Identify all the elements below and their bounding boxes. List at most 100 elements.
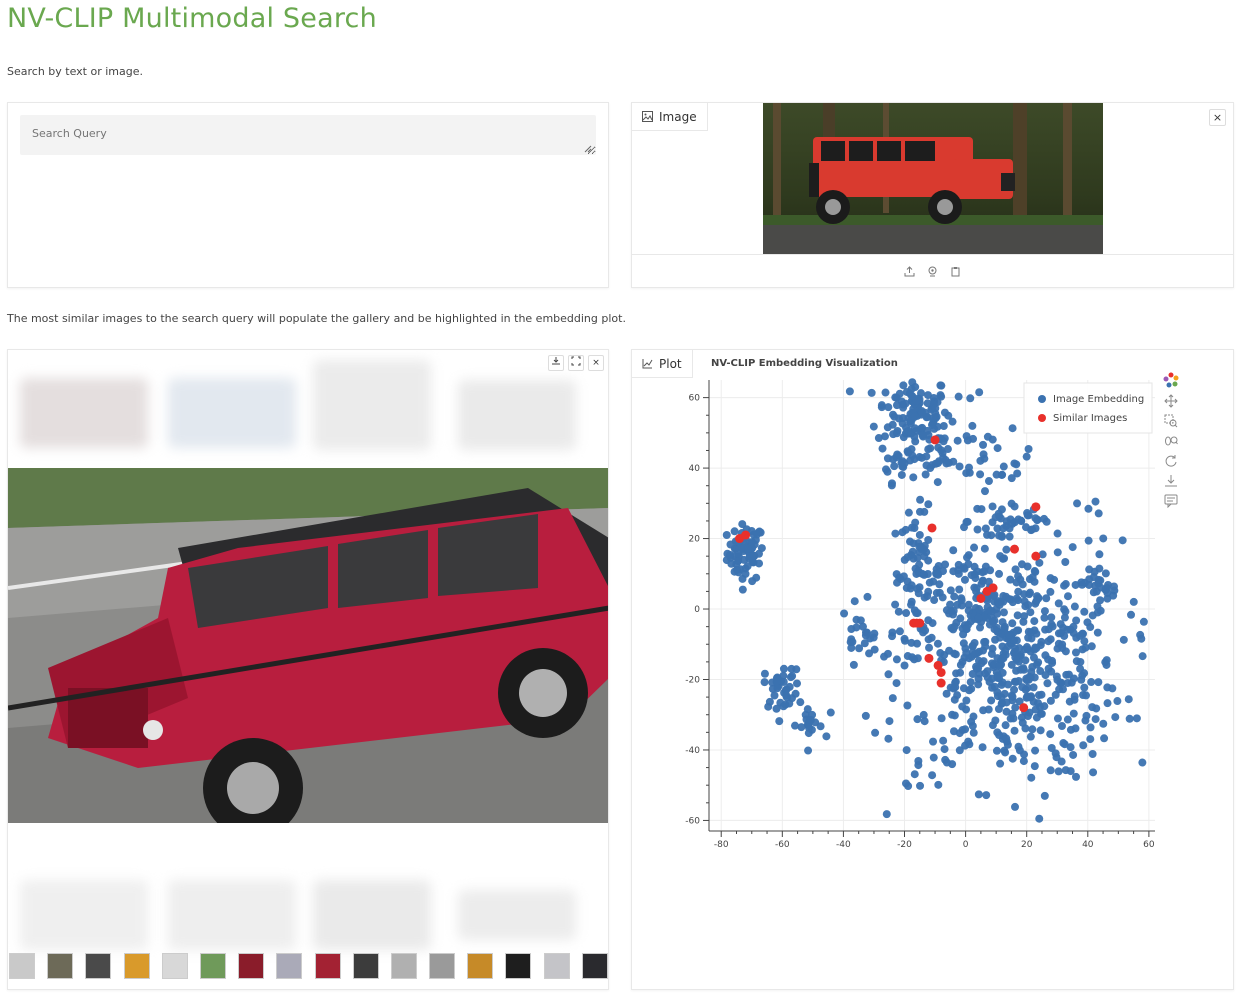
embedding-point — [1035, 814, 1044, 823]
embedding-point — [934, 780, 943, 789]
box-zoom-icon[interactable] — [1164, 414, 1178, 428]
bokeh-logo-icon[interactable] — [1163, 372, 1179, 388]
embedding-point — [869, 422, 878, 431]
embedding-point — [816, 722, 825, 731]
gallery-grid-background — [8, 350, 608, 989]
embedding-point — [1066, 743, 1075, 752]
embedding-point — [741, 569, 750, 578]
embedding-point — [945, 646, 954, 655]
image-clear-button[interactable]: × — [1209, 109, 1226, 126]
embedding-point — [988, 435, 997, 444]
gallery-close-button[interactable]: × — [588, 355, 604, 371]
embedding-point — [919, 710, 928, 719]
embedding-point — [1020, 750, 1029, 759]
embedding-scatter-plot[interactable]: -80 -60 -40 -20 0 20 40 60 60 40 20 0 -20 -40 -60 Image… — [632, 350, 1235, 991]
wheel-zoom-icon[interactable] — [1164, 434, 1178, 448]
download-icon[interactable] — [548, 355, 564, 371]
save-icon[interactable] — [1164, 474, 1178, 488]
embedding-point — [980, 544, 989, 553]
embedding-point — [822, 732, 831, 741]
embedding-point — [1063, 715, 1072, 724]
gallery-thumbnail[interactable] — [314, 953, 341, 979]
embedding-point — [927, 633, 936, 642]
embedding-point — [1014, 742, 1023, 751]
embedding-point — [1095, 550, 1104, 559]
embedding-point — [1068, 543, 1077, 552]
embedding-point — [884, 734, 893, 743]
embedding-point — [1015, 697, 1024, 706]
embedding-point — [727, 559, 736, 568]
embedding-point — [1082, 691, 1091, 700]
embedding-point — [981, 637, 990, 646]
embedding-point — [954, 392, 963, 401]
embedding-point — [1038, 550, 1047, 559]
image-label: Image — [659, 109, 697, 124]
embedding-point — [1002, 545, 1011, 554]
embedding-point — [940, 745, 949, 754]
gallery-thumbnail[interactable] — [199, 953, 226, 979]
embedding-point — [1022, 693, 1031, 702]
embedding-point — [993, 524, 1002, 533]
embedding-point — [847, 625, 856, 634]
embedding-point — [1052, 753, 1061, 762]
embedding-point — [1028, 525, 1037, 534]
clipboard-icon[interactable] — [950, 266, 961, 277]
gallery-thumbnail[interactable] — [161, 953, 188, 979]
embedding-point — [1113, 697, 1122, 706]
gallery-thumbnail[interactable] — [276, 953, 303, 979]
embedding-point — [942, 689, 951, 698]
gallery-thumbnail[interactable] — [9, 953, 35, 979]
webcam-icon[interactable] — [927, 266, 938, 277]
embedding-point — [974, 663, 983, 672]
gallery-thumbnail[interactable] — [47, 953, 74, 979]
embedding-point — [1061, 607, 1070, 616]
embedding-point — [1047, 743, 1056, 752]
embedding-point — [956, 668, 965, 677]
similar-image-point — [1031, 551, 1041, 561]
embedding-point — [792, 665, 801, 674]
embedding-point — [1080, 683, 1089, 692]
fullscreen-icon[interactable] — [568, 355, 584, 371]
gallery-thumbnail[interactable] — [505, 953, 532, 979]
gallery-thumbnail[interactable] — [123, 953, 150, 979]
embedding-point — [910, 606, 919, 615]
similar-image-point — [930, 435, 940, 445]
gallery-thumbnail[interactable] — [85, 953, 112, 979]
gallery-thumbnail[interactable] — [467, 953, 494, 979]
embedding-point — [1139, 617, 1148, 626]
gallery-thumbnail[interactable] — [543, 953, 570, 979]
resize-handle-icon[interactable] — [584, 145, 592, 153]
gallery-thumbnail[interactable] — [429, 953, 456, 979]
embedding-point — [899, 381, 908, 390]
embedding-point — [1129, 597, 1138, 606]
gallery-selected-image[interactable] — [8, 468, 608, 823]
embedding-point — [1101, 569, 1110, 578]
upload-icon[interactable] — [904, 265, 915, 277]
hover-icon[interactable] — [1164, 494, 1178, 508]
embedding-point — [744, 544, 753, 553]
embedding-point — [980, 487, 989, 496]
embedding-point — [1118, 536, 1127, 545]
embedding-point — [1022, 643, 1031, 652]
embedding-point — [961, 644, 970, 653]
gallery-thumbnail[interactable] — [581, 953, 608, 979]
embedding-point — [1091, 715, 1100, 724]
gallery-thumbnail[interactable] — [238, 953, 265, 979]
embedding-point — [949, 625, 958, 634]
x-tick-label: -20 — [897, 840, 912, 850]
embedding-point — [1030, 617, 1039, 626]
reset-icon[interactable] — [1164, 454, 1178, 468]
embedding-point — [968, 721, 977, 730]
embedding-point — [999, 462, 1008, 471]
embedding-point — [921, 470, 930, 479]
embedding-point — [949, 610, 958, 619]
embedding-point — [970, 543, 979, 552]
gallery-thumbnail[interactable] — [390, 953, 417, 979]
embedding-point — [1008, 754, 1017, 763]
embedding-point — [877, 401, 886, 410]
embedding-point — [863, 592, 872, 601]
embedding-point — [1072, 772, 1081, 781]
gallery-thumbnail[interactable] — [352, 953, 379, 979]
pan-icon[interactable] — [1164, 394, 1178, 408]
search-query-input[interactable] — [20, 115, 596, 155]
